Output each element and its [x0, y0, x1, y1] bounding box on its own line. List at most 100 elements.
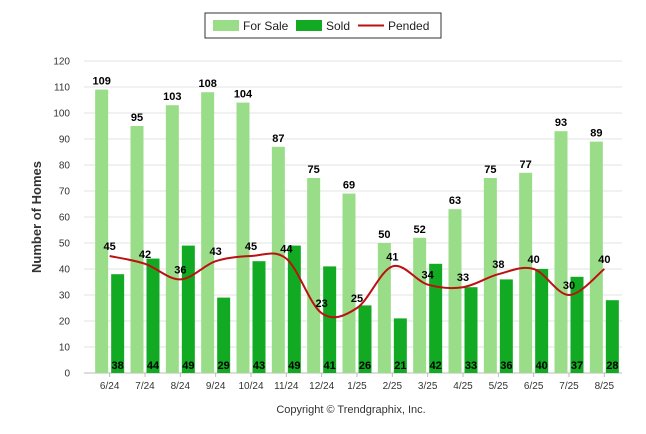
- bar-sold: [217, 297, 231, 373]
- bar-for-sale: [342, 193, 356, 373]
- bar-for-sale: [236, 102, 250, 373]
- x-tick-label: 8/25: [595, 381, 615, 392]
- y-tick-label: 40: [59, 265, 71, 276]
- data-label-pended: 25: [351, 293, 363, 305]
- y-tick-label: 60: [59, 213, 71, 224]
- data-label-for-sale: 103: [163, 91, 181, 103]
- x-tick-label: 6/25: [524, 381, 544, 392]
- data-label-for-sale: 108: [198, 78, 216, 90]
- x-tick-label: 3/25: [418, 381, 438, 392]
- bar-sold: [535, 269, 549, 373]
- bar-for-sale: [130, 126, 144, 373]
- data-label-sold: 49: [182, 360, 194, 372]
- y-tick-label: 10: [59, 343, 71, 354]
- bar-sold: [464, 287, 478, 373]
- bars: [95, 89, 619, 373]
- bar-sold: [499, 279, 513, 373]
- data-label-sold: 21: [394, 360, 406, 372]
- y-tick-label: 0: [64, 369, 70, 380]
- data-label-pended: 45: [245, 241, 257, 253]
- data-label-pended: 40: [598, 254, 610, 266]
- y-axis-label: Number of Homes: [29, 161, 44, 273]
- data-label-sold: 26: [359, 360, 371, 372]
- y-tick-label: 100: [53, 109, 70, 120]
- data-label-for-sale: 109: [92, 76, 110, 88]
- y-tick-label: 120: [53, 57, 70, 68]
- bar-for-sale: [271, 146, 285, 373]
- data-label-sold: 37: [571, 360, 583, 372]
- data-label-pended: 33: [457, 272, 469, 284]
- data-label-pended: 43: [210, 246, 222, 258]
- y-tick-label: 80: [59, 161, 71, 172]
- data-label-for-sale: 95: [131, 112, 143, 124]
- data-label-pended: 36: [174, 264, 186, 276]
- x-tick-label: 7/24: [135, 381, 155, 392]
- x-tick-label: 10/24: [238, 381, 263, 392]
- bar-for-sale: [165, 105, 179, 373]
- data-label-pended: 45: [104, 241, 116, 253]
- data-label-for-sale: 52: [414, 224, 426, 236]
- data-label-pended: 30: [563, 280, 575, 292]
- data-label-pended: 38: [492, 259, 504, 271]
- bar-sold: [252, 261, 266, 373]
- y-tick-label: 110: [54, 83, 70, 94]
- data-label-pended: 42: [139, 249, 151, 261]
- data-label-for-sale: 89: [590, 128, 602, 140]
- legend-label-sold: Sold: [326, 19, 350, 33]
- data-label-for-sale: 93: [555, 117, 567, 129]
- data-label-sold: 43: [253, 360, 265, 372]
- x-tick-label: 1/25: [347, 381, 367, 392]
- legend: For Sale Sold Pended: [204, 12, 442, 39]
- x-tick-label: 5/25: [489, 381, 509, 392]
- bar-for-sale: [589, 141, 603, 373]
- x-tick-label: 7/25: [559, 381, 579, 392]
- y-tick-label: 20: [59, 317, 71, 328]
- x-tick-label: 4/25: [453, 381, 473, 392]
- bar-for-sale: [448, 209, 462, 373]
- data-label-sold: 33: [465, 360, 477, 372]
- data-label-sold: 44: [147, 360, 160, 372]
- pended-line: [109, 252, 605, 319]
- bar-for-sale: [307, 178, 321, 373]
- x-tick-label: 6/24: [100, 381, 120, 392]
- y-tick-label: 50: [59, 239, 71, 250]
- legend-label-for-sale: For Sale: [243, 19, 289, 33]
- data-label-sold: 29: [218, 360, 230, 372]
- data-label-pended: 23: [316, 298, 328, 310]
- data-label-sold: 49: [288, 360, 300, 372]
- bar-sold: [358, 305, 372, 373]
- bar-for-sale: [201, 92, 215, 373]
- data-label-for-sale: 50: [378, 229, 390, 241]
- y-axis-ticks: 0 10 20 30 40 50 60 70 80 90 100 110 120: [53, 57, 70, 380]
- bar-for-sale: [95, 89, 109, 373]
- data-label-for-sale: 77: [520, 159, 532, 171]
- x-tick-label: 8/24: [171, 381, 191, 392]
- data-label-for-sale: 87: [272, 133, 284, 145]
- x-axis-ticks: 6/24 7/24 8/24 9/24 10/24 11/24 12/24 1/25 2/25 3…: [100, 373, 615, 392]
- y-tick-label: 70: [59, 187, 71, 198]
- bar-for-sale: [413, 237, 427, 373]
- bar-sold: [146, 258, 160, 373]
- data-label-for-sale: 104: [234, 89, 253, 101]
- data-label-for-sale: 75: [308, 164, 320, 176]
- x-tick-label: 11/24: [274, 381, 299, 392]
- data-label-for-sale: 63: [449, 195, 461, 207]
- data-label-sold: 36: [500, 360, 512, 372]
- x-tick-label: 9/24: [206, 381, 226, 392]
- bar-sold: [323, 266, 337, 373]
- bar-for-sale: [519, 172, 533, 373]
- y-tick-label: 30: [59, 291, 71, 302]
- data-label-sold: 42: [430, 360, 442, 372]
- data-label-for-sale: 75: [484, 164, 496, 176]
- pended-line-layer: [109, 252, 605, 319]
- bar-sold: [429, 263, 443, 373]
- bar-sold: [570, 276, 584, 373]
- data-label-pended: 40: [528, 254, 540, 266]
- data-label-sold: 28: [606, 360, 618, 372]
- copyright: Copyright © Trendgraphix, Inc.: [276, 404, 425, 416]
- data-label-pended: 44: [280, 244, 293, 256]
- y-tick-label: 90: [59, 135, 71, 146]
- legend-swatch-sold: [296, 20, 322, 31]
- data-label-sold: 41: [324, 360, 336, 372]
